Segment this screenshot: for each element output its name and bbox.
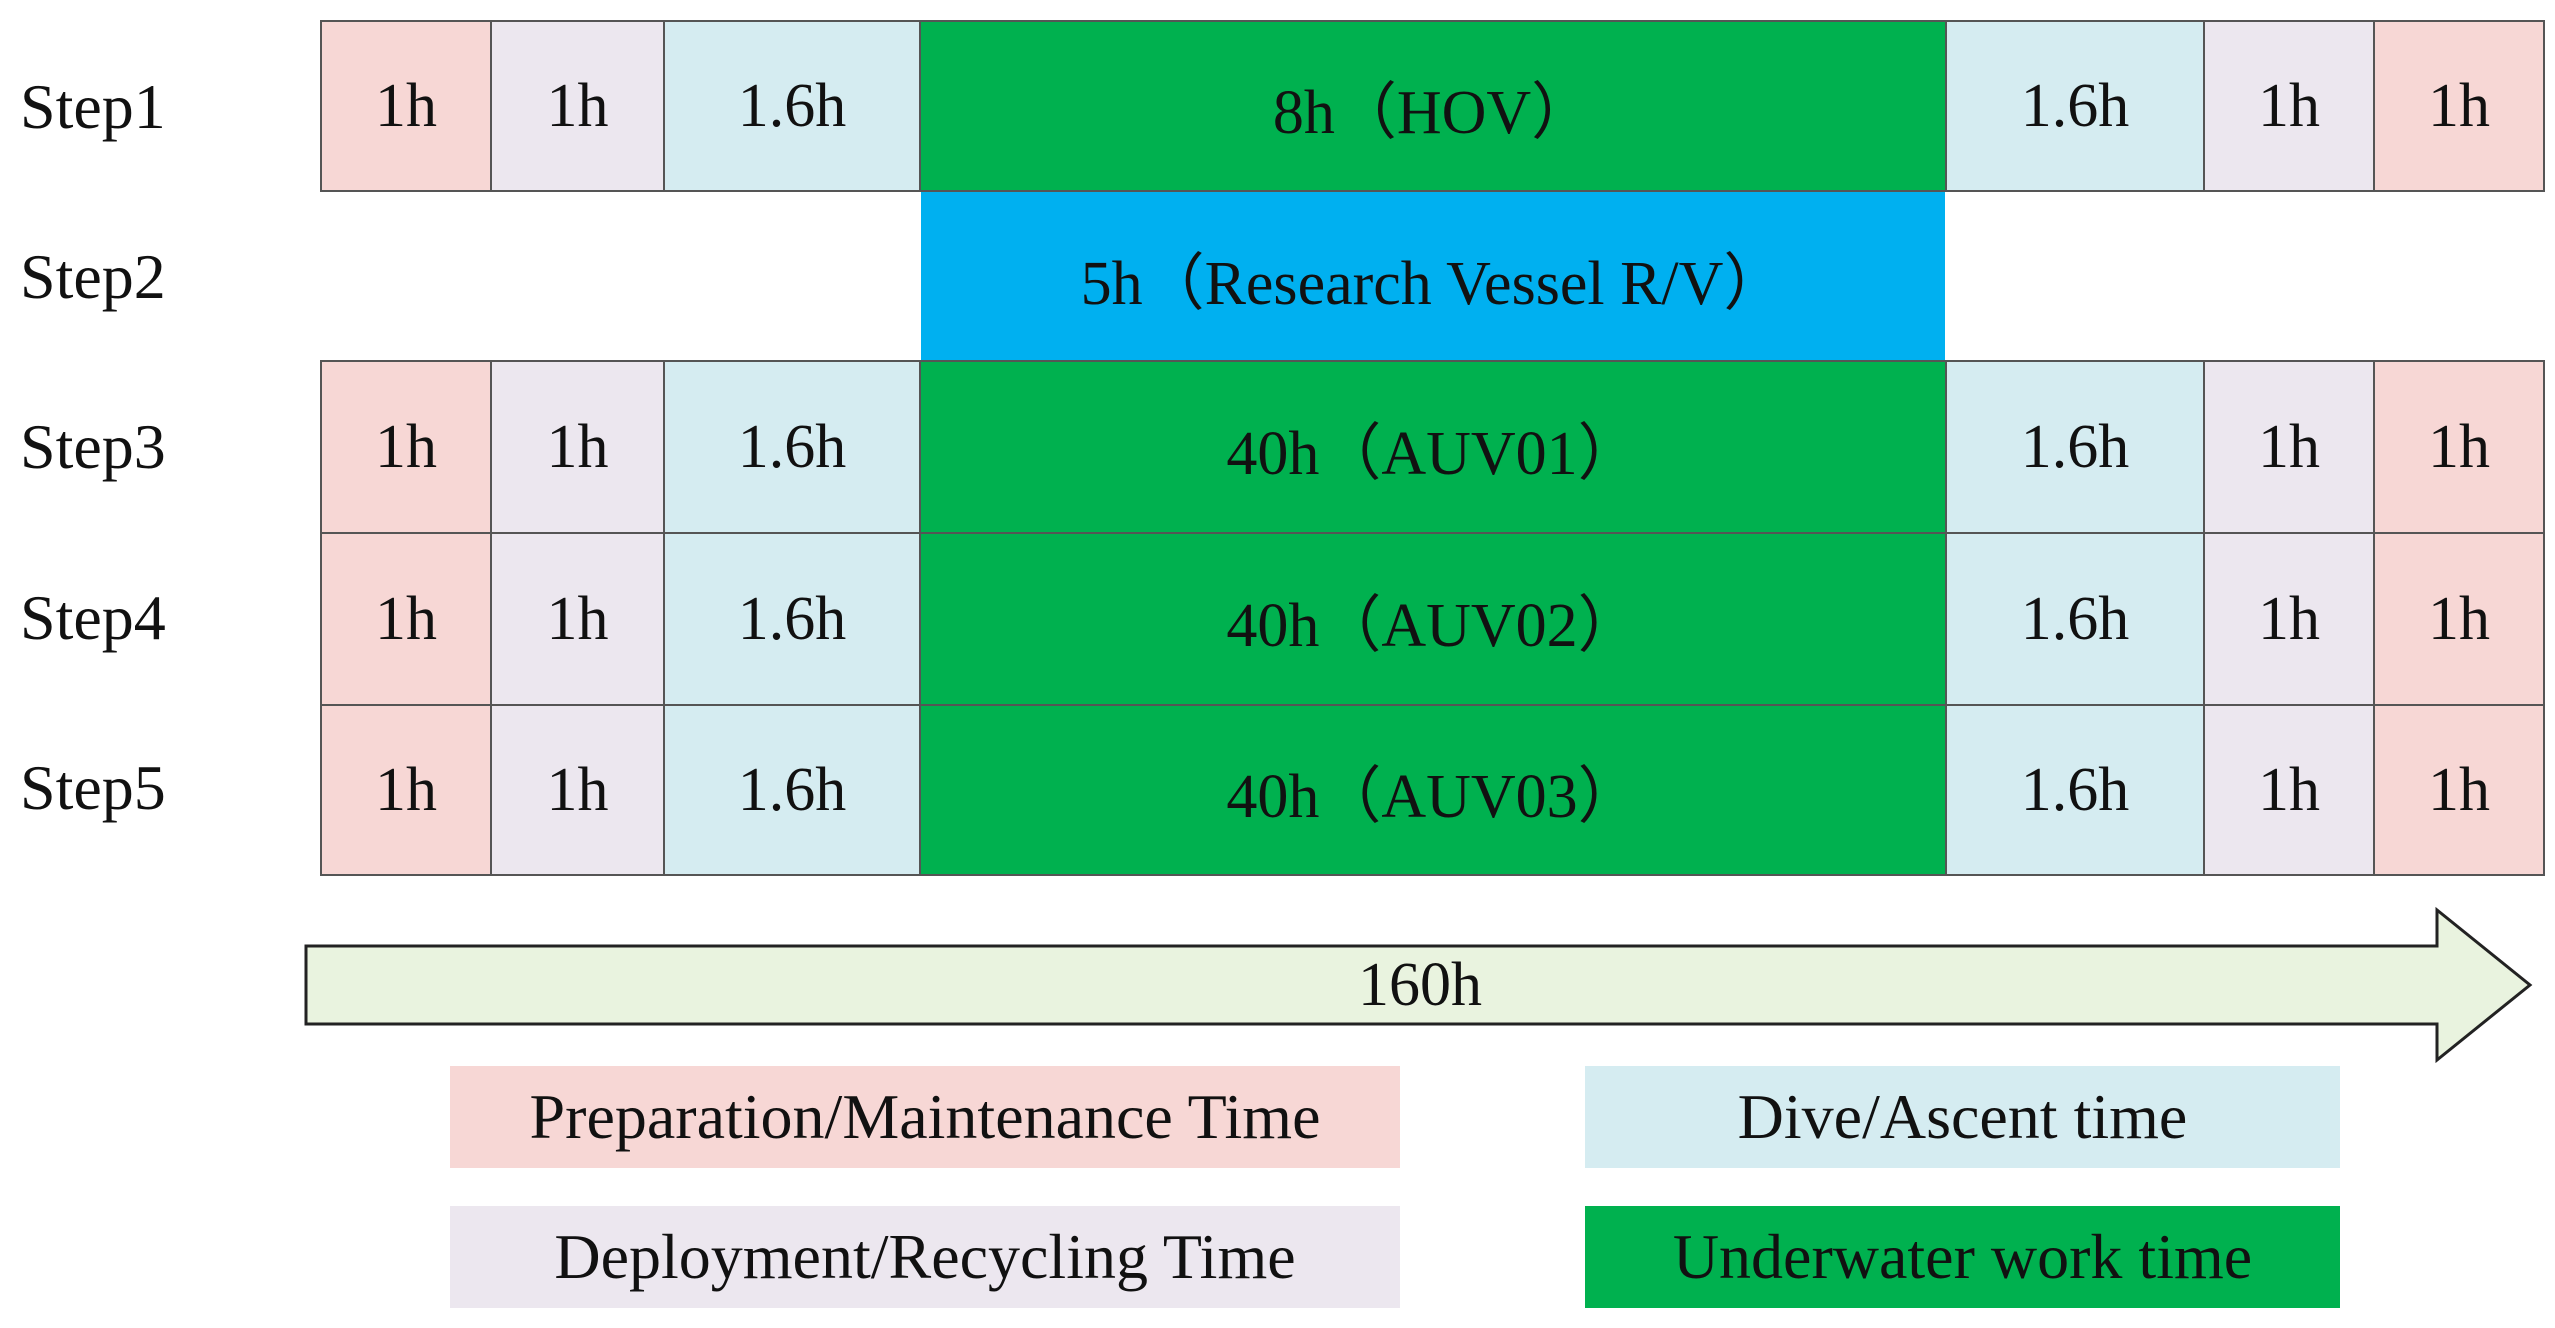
step5-maintenance-cell: 1h [2373, 704, 2545, 876]
step1-hov-work-cell: 8h（HOV） [919, 20, 1947, 192]
step1-deployment-cell: 1h [490, 20, 665, 192]
step-label-4: Step4 [20, 582, 166, 653]
step1-preparation-cell: 1h [320, 20, 492, 192]
step4-ascent-cell: 1.6h [1945, 532, 2205, 706]
step3-dive-cell: 1.6h [663, 360, 921, 534]
step5-recycling-cell: 1h [2203, 704, 2375, 876]
step-label-3: Step3 [20, 411, 166, 482]
legend-dive: Dive/Ascent time [1585, 1066, 2340, 1168]
timeline-arrow-shape [304, 906, 2533, 1064]
legend-deployment: Deployment/Recycling Time [450, 1206, 1400, 1308]
step5-ascent-cell: 1.6h [1945, 704, 2205, 876]
step-label-5: Step5 [20, 752, 166, 823]
step1-ascent-cell: 1.6h [1945, 20, 2205, 192]
step5-dive-cell: 1.6h [663, 704, 921, 876]
step3-preparation-cell: 1h [320, 360, 492, 534]
step3-ascent-cell: 1.6h [1945, 360, 2205, 534]
legend-preparation: Preparation/Maintenance Time [450, 1066, 1400, 1168]
step1-maintenance-cell: 1h [2373, 20, 2545, 192]
step1-dive-cell: 1.6h [663, 20, 921, 192]
step5-auv03-work-cell: 40h（AUV03） [919, 704, 1947, 876]
step3-auv01-work-cell: 40h（AUV01） [919, 360, 1947, 534]
step3-deployment-cell: 1h [490, 360, 665, 534]
legend-underwater: Underwater work time [1585, 1206, 2340, 1308]
step5-preparation-cell: 1h [320, 704, 492, 876]
step4-deployment-cell: 1h [490, 532, 665, 706]
step5-deployment-cell: 1h [490, 704, 665, 876]
step3-recycling-cell: 1h [2203, 360, 2375, 534]
step4-preparation-cell: 1h [320, 532, 492, 706]
step4-recycling-cell: 1h [2203, 532, 2375, 706]
step1-recycling-cell: 1h [2203, 20, 2375, 192]
step-label-2: Step2 [20, 241, 166, 312]
step4-maintenance-cell: 1h [2373, 532, 2545, 706]
step4-auv02-work-cell: 40h（AUV02） [919, 532, 1947, 706]
timeline-total-label: 160h [1358, 950, 1482, 1019]
step3-maintenance-cell: 1h [2373, 360, 2545, 534]
step-label-1: Step1 [20, 71, 166, 142]
